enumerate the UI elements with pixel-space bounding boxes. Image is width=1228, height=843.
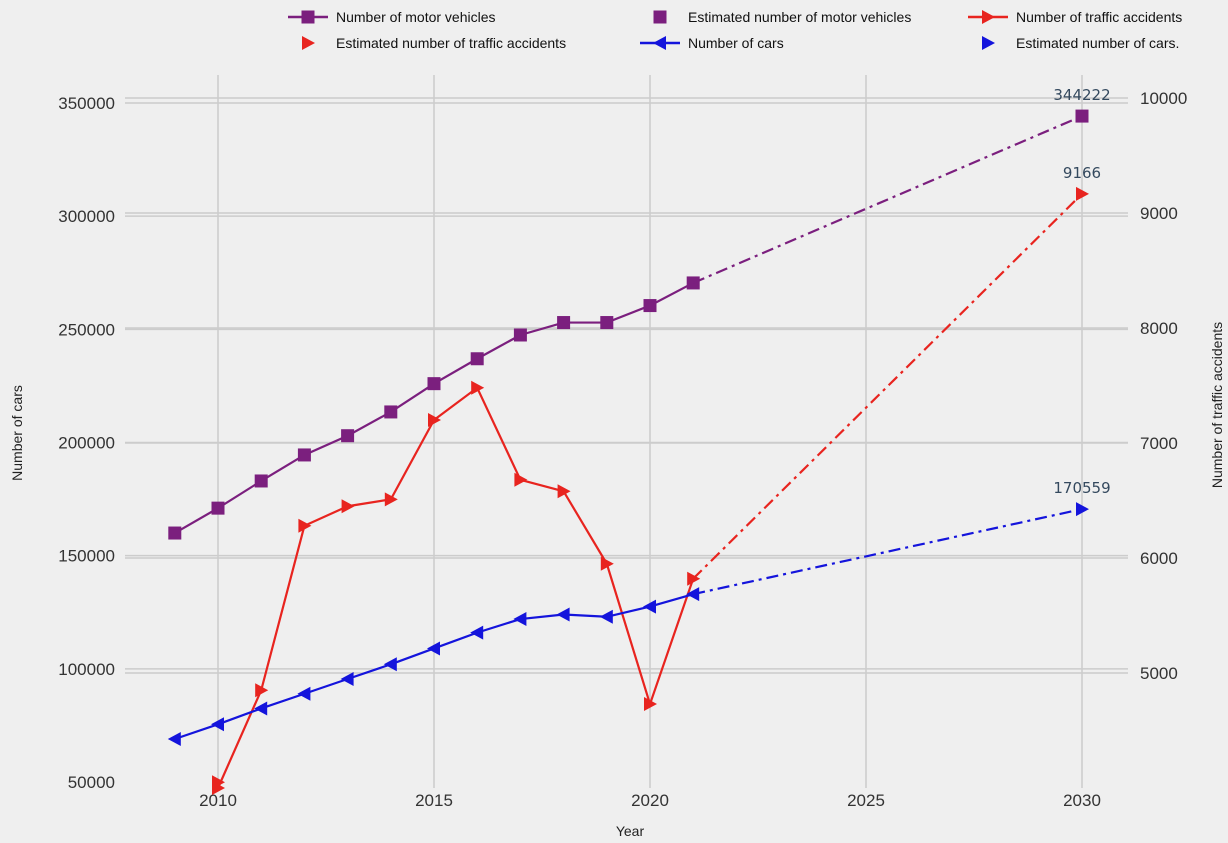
series-4-point-5 [383, 657, 397, 672]
series-2-point-1 [255, 683, 269, 698]
y-right-tick-label-6000: 6000 [1140, 549, 1178, 568]
series-4-point-6 [427, 641, 440, 656]
legend-label-3: Estimated number of traffic accidents [336, 35, 566, 51]
legend-item-3: Estimated number of traffic accidents [302, 35, 566, 51]
series-4-point-4 [340, 672, 354, 687]
series-2-point-7 [514, 472, 528, 487]
x-tick-label-2025: 2025 [847, 791, 885, 810]
legend-item-5: Estimated number of cars. [982, 35, 1179, 51]
y-right-tick-label-9000: 9000 [1140, 204, 1178, 223]
series-4-point-7 [470, 625, 484, 640]
series-1-point-1 [1075, 109, 1089, 123]
series-0-point-5 [384, 405, 398, 419]
x-tick-label-2015: 2015 [415, 791, 453, 810]
legend-label-4: Number of cars [688, 35, 784, 51]
legend-label-0: Number of motor vehicles [336, 9, 496, 25]
series-0-point-4 [341, 429, 355, 443]
legend-marker-5 [982, 36, 995, 50]
series-2-point-9 [600, 556, 614, 571]
series-line-2 [216, 386, 695, 789]
legend-marker-4 [653, 36, 666, 50]
series-2-point-8 [557, 484, 571, 499]
y-right-tick-label-8000: 8000 [1140, 319, 1178, 338]
legend-item-1: Estimated number of motor vehicles [653, 9, 911, 25]
series-0-point-2 [254, 474, 268, 488]
legend-label-1: Estimated number of motor vehicles [688, 9, 911, 25]
y-left-tick-label-50000: 50000 [68, 773, 115, 792]
series-4-point-11 [643, 599, 656, 614]
series-0-point-9 [557, 316, 571, 330]
series-3-point-1 [1076, 186, 1089, 201]
data-labels: 344222 9166 170559 [1053, 86, 1110, 497]
y-left-tick-label-250000: 250000 [58, 320, 115, 339]
legend-item-0: Number of motor vehicles [288, 9, 496, 25]
y-left-tick-label-200000: 200000 [58, 434, 115, 453]
y-right-axis-title: Number of traffic accidents [1209, 322, 1225, 488]
y-right-tick-label-5000: 5000 [1140, 664, 1178, 683]
series-0-point-7 [470, 352, 484, 366]
legend: Number of motor vehicles Estimated number… [288, 9, 1182, 51]
x-axis-title: Year [616, 823, 645, 839]
series-4-point-0 [167, 731, 181, 746]
series-4-point-9 [556, 607, 570, 622]
series-4-point-12 [686, 587, 700, 602]
series-0-point-11 [643, 299, 657, 313]
x-tick-label-2030: 2030 [1063, 791, 1101, 810]
series-4-point-10 [599, 609, 613, 624]
y-left-tick-label-100000: 100000 [58, 660, 115, 679]
data-label-1-1: 344222 [1053, 86, 1110, 104]
series-line-3 [692, 193, 1083, 580]
legend-marker-1 [653, 10, 667, 24]
series-0-point-8 [513, 328, 527, 342]
series-0-point-1 [211, 501, 225, 515]
y-left-tick-label-150000: 150000 [58, 547, 115, 566]
series-2-point-2 [298, 518, 312, 533]
grid [125, 75, 1128, 788]
series-4-point-3 [297, 686, 311, 701]
y-left-tick-label-350000: 350000 [58, 94, 115, 113]
legend-label-2: Number of traffic accidents [1016, 9, 1182, 25]
series-2-point-6 [471, 380, 485, 395]
series-0-point-0 [168, 526, 182, 540]
legend-marker-3 [302, 36, 315, 50]
series-4-point-8 [513, 612, 527, 627]
y-left-tick-label-300000: 300000 [58, 207, 115, 226]
x-tick-label-2010: 2010 [199, 791, 237, 810]
series-line-1 [692, 115, 1083, 284]
series-0-point-10 [600, 316, 614, 330]
data-label-3-1: 9166 [1063, 164, 1101, 182]
series-2-point-5 [428, 413, 441, 427]
legend-label-5: Estimated number of cars. [1016, 35, 1179, 51]
extra-point-0 [212, 775, 225, 790]
series-0-point-3 [297, 448, 311, 462]
x-tick-label-2020: 2020 [631, 791, 669, 810]
series-2-point-4 [384, 492, 398, 507]
series-4-point-2 [254, 701, 268, 716]
series-5-point-1 [1076, 502, 1089, 517]
y-right-tick-label-7000: 7000 [1140, 434, 1178, 453]
series-2-point-3 [341, 499, 355, 514]
series-0-point-6 [427, 377, 441, 391]
series-line-5 [692, 508, 1083, 596]
series-2-point-10 [644, 697, 657, 712]
legend-item-4: Number of cars [640, 35, 784, 51]
y-left-axis-title: Number of cars [9, 385, 25, 481]
legend-marker-2 [982, 10, 995, 24]
series [167, 109, 1089, 795]
y-right-tick-label-10000: 10000 [1140, 89, 1187, 108]
series-4-point-1 [211, 717, 224, 732]
axes: Year Number of cars Number of traffic ac… [9, 89, 1225, 839]
legend-item-2: Number of traffic accidents [968, 9, 1182, 25]
data-label-5-1: 170559 [1053, 479, 1110, 497]
legend-marker-0 [301, 10, 315, 24]
